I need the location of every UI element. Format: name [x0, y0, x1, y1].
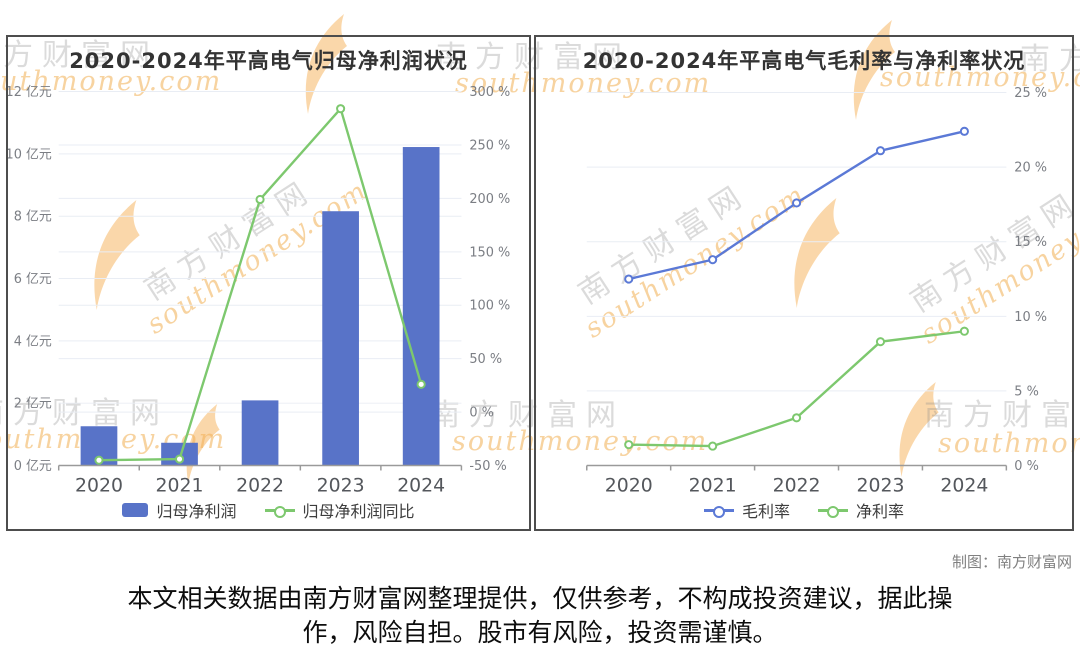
legend-label: 归母净利润同比 — [302, 502, 415, 521]
disclaimer-line-1: 本文相关数据由南方财富网整理提供，仅供参考，不构成投资建议，据此操 — [127, 584, 953, 613]
y-axis-label-left: 8 亿元 — [14, 210, 52, 225]
line-legend-swatch — [703, 508, 734, 512]
legend-label: 归母净利润 — [156, 502, 237, 521]
x-axis-label: 2023 — [857, 475, 905, 496]
net-profit-chart-plot: 12 亿元 10 亿元 8 亿元 6 亿元 4 亿元 2 亿元 0 亿元 300 % 250 %… — [8, 85, 510, 496]
y-axis-label-right: 50 % — [469, 352, 502, 367]
line-legend-swatch — [818, 508, 848, 512]
x-axis-label: 2021 — [689, 475, 737, 496]
bar — [241, 400, 279, 466]
bar-legend-swatch — [122, 503, 149, 517]
x-axis-label: 2021 — [156, 475, 204, 496]
data-point-marker — [416, 379, 426, 389]
y-axis-label-left: 4 亿元 — [14, 334, 52, 349]
x-axis-label: 2024 — [397, 475, 445, 496]
y-axis-label-right: 10 % — [1014, 310, 1047, 325]
legend-item-gross-margin: 毛利率 — [703, 498, 790, 522]
x-axis-label: 2020 — [75, 475, 123, 496]
legend-item-net-profit: 归母净利润 — [122, 498, 237, 522]
y-axis-label-right: 25 % — [1014, 86, 1047, 101]
x-axis-label: 2023 — [317, 475, 365, 496]
line-series — [627, 330, 966, 448]
net-profit-chart-panel: 2020-2024年平高电气归母净利润状况 12 亿元 10 亿元 8 亿元 6 亿元… — [6, 35, 531, 531]
y-axis-label-right: 200 % — [469, 192, 510, 207]
margins-chart-legend: 毛利率 净利率 — [536, 498, 1072, 522]
legend-label: 毛利率 — [741, 502, 790, 521]
data-point-marker — [624, 440, 634, 450]
net-profit-chart-legend: 归母净利润 归母净利润同比 — [8, 498, 529, 522]
legend-item-net-profit-yoy: 归母净利润同比 — [264, 498, 415, 522]
data-point-marker — [959, 326, 969, 336]
margins-chart-plot: 25 % 20 % 15 % 10 % 5 % 0 % 2020 2021 2022 2023 20… — [586, 86, 1047, 496]
legend-item-net-margin: 净利率 — [818, 498, 904, 522]
data-point-marker — [624, 274, 634, 284]
y-axis-label-left: 0 亿元 — [14, 459, 52, 474]
margins-chart-panel: 2020-2024年平高电气毛利率与净利率状况 25 % 20 % 15 % 10 %… — [534, 35, 1074, 531]
y-axis-label-left: 12 亿元 — [8, 85, 52, 100]
y-axis-label-right: 0 % — [1014, 459, 1039, 474]
data-point-marker — [791, 198, 802, 208]
data-point-marker — [336, 104, 346, 114]
y-axis-label-right: 0 % — [469, 406, 494, 421]
data-point-marker — [708, 441, 718, 451]
data-point-marker — [875, 146, 886, 156]
bar — [402, 147, 440, 466]
y-axis-label-right: 20 % — [1014, 161, 1047, 176]
data-point-marker — [174, 454, 185, 464]
x-axis-label: 2022 — [773, 475, 821, 496]
y-axis-label-right: -50 % — [469, 459, 506, 474]
y-axis-label-right: 300 % — [469, 85, 510, 100]
data-point-marker — [708, 255, 718, 265]
bar — [322, 211, 359, 466]
chart-title-net-profit: 2020-2024年平高电气归母净利润状况 — [69, 49, 468, 73]
x-axis-label: 2022 — [236, 475, 284, 496]
data-point-marker — [94, 455, 104, 465]
legend-label: 净利率 — [856, 502, 905, 521]
y-axis-label-right: 250 % — [469, 138, 510, 153]
data-point-marker — [875, 337, 886, 347]
y-axis-label-left: 6 亿元 — [14, 272, 52, 287]
chart-title-margins: 2020-2024年平高电气毛利率与净利率状况 — [582, 49, 1026, 73]
data-point-marker — [959, 126, 969, 136]
x-axis-label: 2024 — [940, 475, 988, 496]
y-axis-label-right: 15 % — [1014, 235, 1047, 250]
y-axis-label-right: 100 % — [469, 299, 510, 314]
y-axis-label-left: 2 亿元 — [14, 397, 52, 412]
disclaimer: 本文相关数据由南方财富网整理提供，仅供参考，不构成投资建议，据此操 作，风险自担… — [0, 582, 1080, 646]
data-point-marker — [791, 413, 802, 423]
y-axis-label-left: 10 亿元 — [8, 147, 52, 162]
disclaimer-line-2: 作，风险自担。股市有风险，投资需谨慎。 — [302, 618, 778, 646]
line-legend-swatch — [264, 508, 295, 512]
x-axis-label: 2020 — [605, 475, 653, 496]
data-point-marker — [255, 194, 265, 205]
y-axis-label-right: 5 % — [1014, 384, 1039, 399]
y-axis-label-right: 150 % — [469, 245, 510, 260]
credit-line: 制图：南方财富网 — [951, 553, 1072, 571]
